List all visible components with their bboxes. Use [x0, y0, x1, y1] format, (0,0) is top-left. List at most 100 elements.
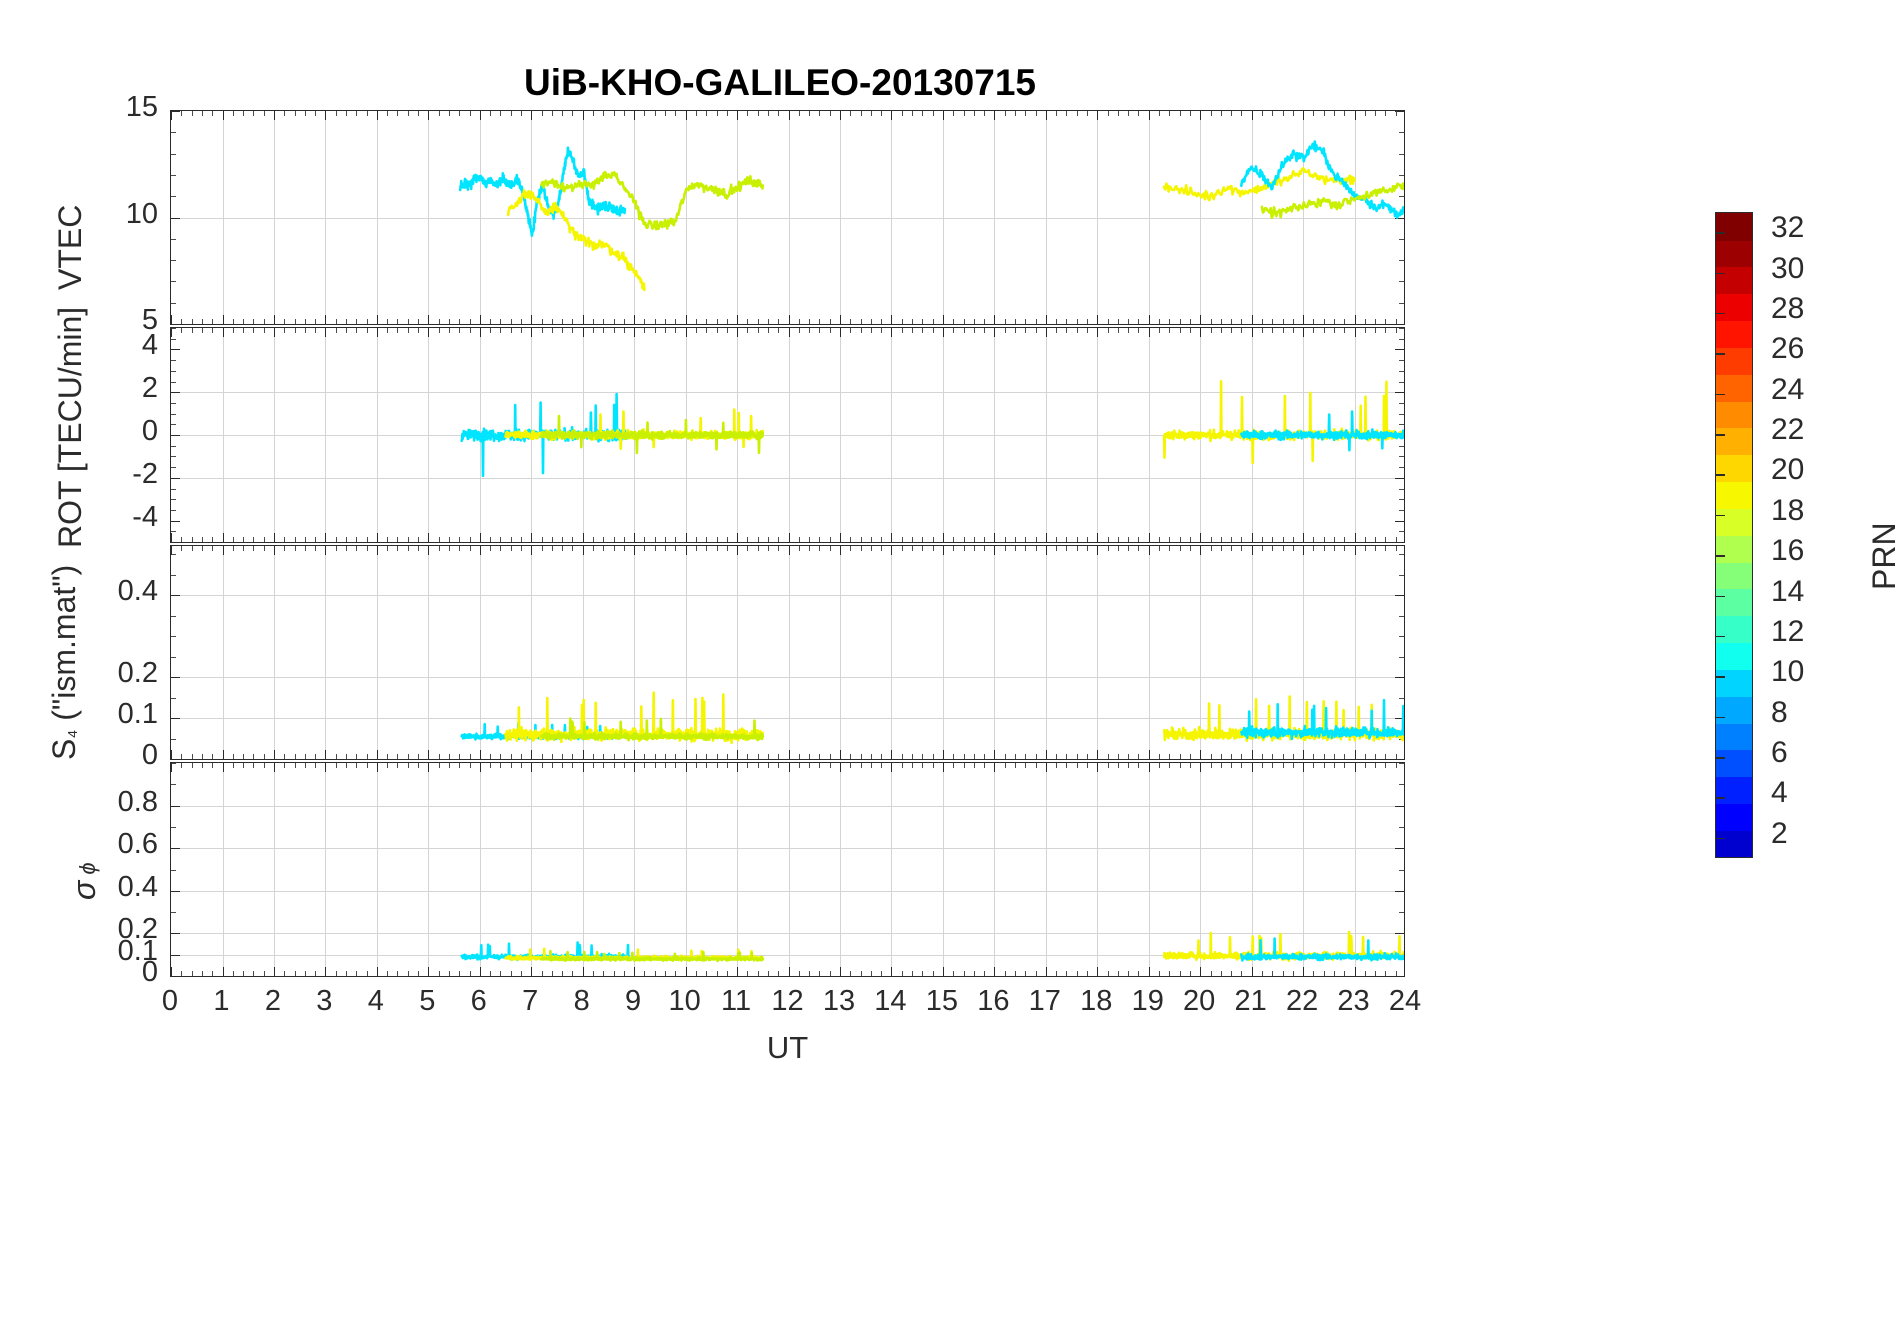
series-line [458, 146, 627, 237]
x-minor-tick [284, 328, 286, 333]
x-minor-tick [366, 111, 368, 116]
gridline-vertical [531, 546, 533, 759]
x-minor-tick [469, 546, 471, 551]
x-minor-tick [356, 328, 358, 333]
colorbar-band [1716, 454, 1752, 483]
x-minor-tick [1385, 754, 1387, 759]
x-minor-tick [1076, 763, 1078, 768]
x-minor-tick [572, 754, 574, 759]
x-minor-tick [1272, 754, 1274, 759]
x-major-tick [222, 750, 224, 759]
x-minor-tick [860, 754, 862, 759]
gridline-vertical [428, 763, 430, 976]
x-minor-tick [1323, 319, 1325, 324]
x-minor-tick [984, 546, 985, 551]
x-tick-label: 18 [1080, 985, 1113, 1017]
y-minor-tick [171, 636, 176, 638]
x-minor-tick [1231, 111, 1232, 116]
x-minor-tick [623, 111, 625, 116]
gridline-vertical [1200, 763, 1202, 976]
x-major-tick [171, 967, 172, 976]
series-line [1260, 182, 1404, 220]
y-minor-tick [1399, 238, 1404, 240]
x-minor-tick [1385, 971, 1387, 976]
y-minor-tick [1399, 509, 1404, 511]
colorbar[interactable] [1715, 212, 1753, 858]
x-major-tick [325, 546, 327, 555]
x-minor-tick [1210, 537, 1212, 542]
x-minor-tick [1056, 319, 1058, 324]
x-minor-tick [1169, 328, 1171, 333]
y-major-tick [171, 718, 180, 719]
gridline-vertical [479, 546, 481, 759]
x-minor-tick [500, 763, 502, 768]
x-minor-tick [366, 537, 368, 542]
x-minor-tick [963, 546, 965, 551]
y-minor-tick [171, 196, 176, 198]
x-tick-label: 21 [1234, 985, 1267, 1017]
x-minor-tick [716, 111, 718, 116]
x-minor-tick [1004, 971, 1006, 976]
x-minor-tick [1087, 763, 1088, 768]
x-major-tick [942, 546, 944, 555]
y-tick-label: 4 [141, 329, 158, 362]
x-minor-tick [1292, 546, 1294, 551]
colorbar-tick [1716, 312, 1725, 315]
x-tick-label: 23 [1337, 985, 1370, 1017]
x-minor-tick [510, 754, 512, 759]
x-minor-tick [881, 319, 883, 324]
x-minor-tick [418, 763, 419, 768]
x-minor-tick [881, 546, 883, 551]
x-minor-tick [1014, 754, 1016, 759]
x-minor-tick [212, 546, 214, 551]
gridline-vertical [1303, 763, 1305, 976]
y-minor-tick [1399, 869, 1404, 871]
x-major-tick [634, 750, 636, 759]
x-major-tick [428, 750, 430, 759]
colorbar-band [1716, 722, 1752, 751]
x-minor-tick [1364, 111, 1366, 116]
x-minor-tick [1004, 328, 1006, 333]
colorbar-band [1716, 347, 1752, 375]
x-minor-tick [263, 546, 265, 551]
colorbar-band [1716, 696, 1752, 724]
x-minor-tick [232, 319, 234, 324]
x-minor-tick [912, 763, 913, 768]
x-minor-tick [1107, 971, 1109, 976]
x-minor-tick [243, 328, 244, 333]
colorbar-tick-label: 30 [1771, 251, 1805, 285]
x-minor-tick [294, 546, 296, 551]
x-minor-tick [726, 763, 728, 768]
x-minor-tick [1313, 971, 1315, 976]
y-major-tick [1395, 217, 1404, 219]
x-major-tick [1148, 111, 1150, 120]
x-minor-tick [315, 537, 317, 542]
x-minor-tick [1261, 319, 1263, 324]
x-major-tick [788, 967, 790, 976]
gridline-vertical [222, 763, 224, 976]
x-minor-tick [829, 328, 831, 333]
x-major-tick [1097, 328, 1099, 337]
x-major-tick [325, 750, 327, 759]
x-minor-tick [1087, 111, 1088, 116]
y-major-tick [171, 520, 180, 522]
x-minor-tick [809, 763, 811, 768]
y-minor-tick [171, 912, 176, 914]
x-minor-tick [850, 537, 852, 542]
y-minor-tick [171, 456, 176, 458]
x-minor-tick [459, 328, 461, 333]
x-major-tick [840, 967, 841, 976]
colorbar-tick-label: 18 [1771, 493, 1805, 527]
x-minor-tick [448, 754, 450, 759]
x-minor-tick [1169, 546, 1171, 551]
x-major-tick [1354, 111, 1356, 120]
y-minor-tick [171, 153, 176, 155]
x-major-tick [1303, 546, 1305, 555]
data-traces [458, 140, 1404, 292]
x-minor-tick [1364, 319, 1366, 324]
x-minor-tick [695, 546, 697, 551]
x-minor-tick [335, 546, 337, 551]
x-minor-tick [1292, 111, 1294, 116]
x-major-tick [994, 546, 996, 555]
x-minor-tick [644, 763, 646, 768]
